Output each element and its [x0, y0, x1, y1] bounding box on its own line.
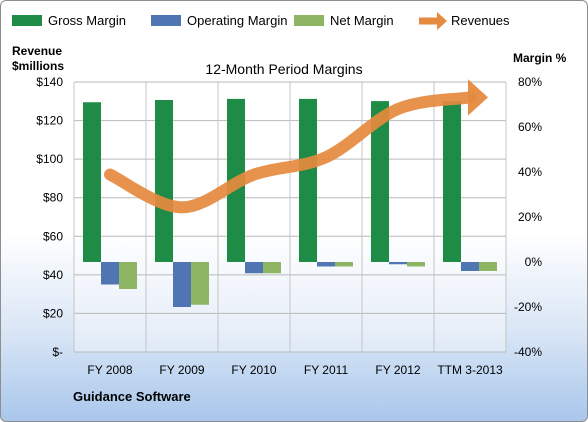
category-label: FY 2009 — [159, 363, 204, 377]
revenues-arrowhead — [468, 79, 488, 116]
revenues-legend-arrow — [437, 12, 447, 30]
category-label: FY 2011 — [304, 363, 349, 377]
left-tick-label: $40 — [43, 268, 63, 282]
left-tick-label: $- — [52, 345, 63, 359]
right-tick-label: 80% — [518, 75, 542, 89]
chart-title: 12-Month Period Margins — [205, 61, 362, 77]
net-margin-bar — [335, 262, 353, 267]
left-tick-label: $100 — [36, 152, 63, 166]
footer-company: Guidance Software — [73, 389, 191, 404]
right-tick-label: 60% — [518, 120, 542, 134]
left-tick-label: $140 — [36, 75, 63, 89]
gross-margin-bar — [155, 100, 173, 262]
operating-margin-bar — [101, 262, 119, 285]
revenues-legend-label: Revenues — [451, 13, 510, 28]
operating-margin-bar — [389, 262, 407, 265]
left-tick-label: $120 — [36, 114, 63, 128]
right-tick-label: 40% — [518, 165, 542, 179]
gross-margin-bar — [299, 98, 317, 262]
operating-margin-bar — [461, 262, 479, 271]
category-label: FY 2008 — [87, 363, 132, 377]
legend: Gross Margin Operating Margin Net Margin Re… — [12, 12, 510, 30]
net-margin-legend-label: Net Margin — [330, 13, 394, 28]
operating-margin-bar — [173, 262, 191, 307]
category-label: TTM 3-2013 — [437, 363, 503, 377]
net-margin-bar — [119, 262, 137, 289]
right-tick-label: -20% — [514, 300, 542, 314]
left-axis-label-line1: Revenue — [12, 44, 62, 58]
net-margin-bar — [263, 262, 281, 274]
gross-margin-bar — [443, 101, 461, 262]
operating-margin-legend-label: Operating Margin — [187, 13, 287, 28]
left-axis-label-line2: $millions — [12, 59, 64, 73]
right-tick-label: 20% — [518, 210, 542, 224]
net-margin-bar — [407, 262, 425, 267]
gross-margin-bar — [83, 102, 101, 262]
operating-margin-bar — [317, 262, 335, 267]
operating-margin-legend-swatch — [151, 15, 181, 26]
net-margin-bar — [191, 262, 209, 305]
left-tick-label: $80 — [43, 191, 63, 205]
revenues-line — [104, 91, 476, 214]
category-label: FY 2012 — [375, 363, 420, 377]
right-tick-label: -40% — [514, 345, 542, 359]
right-tick-label: 0% — [525, 255, 543, 269]
gross-margin-legend-swatch — [12, 15, 42, 26]
category-label: FY 2010 — [231, 363, 276, 377]
left-tick-label: $60 — [43, 229, 63, 243]
net-margin-legend-swatch — [294, 15, 324, 26]
operating-margin-bar — [245, 262, 263, 274]
gross-margin-legend-label: Gross Margin — [48, 13, 126, 28]
left-tick-label: $20 — [43, 306, 63, 320]
right-axis-label: Margin % — [513, 51, 567, 65]
net-margin-bar — [479, 262, 497, 271]
gross-margin-bar — [371, 101, 389, 262]
